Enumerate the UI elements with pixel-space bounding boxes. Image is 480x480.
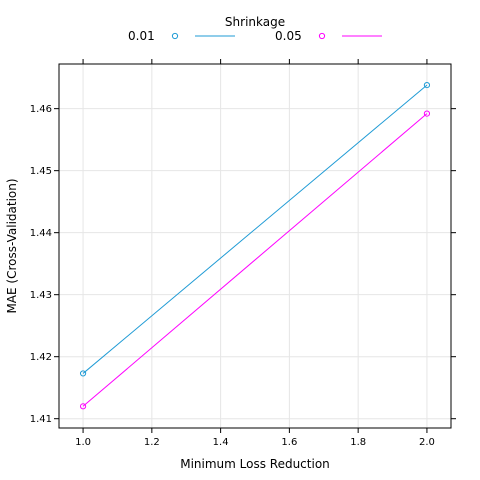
legend-label-0.01: 0.01: [128, 29, 155, 43]
x-axis: 1.0 1.2 1.4 1.6 1.8 2.0: [75, 59, 435, 448]
series-line-0.01: [82, 84, 428, 374]
x-tick-label: 1.2: [144, 437, 160, 448]
grid-lines: [59, 64, 451, 428]
plot-border: [58, 63, 452, 429]
y-tick-label: 1.42: [30, 352, 52, 363]
x-tick-label: 1.0: [75, 437, 91, 448]
y-tick-label: 1.41: [30, 414, 52, 425]
legend-label-0.05: 0.05: [275, 29, 302, 43]
x-tick-label: 2.0: [419, 437, 435, 448]
data-point-0.01: [79, 370, 87, 377]
x-tick-label: 1.4: [213, 437, 229, 448]
legend-marker-0.01: [171, 32, 179, 40]
legend-marker-0.05: [318, 32, 326, 40]
y-axis-title: MAE (Cross-Validation): [5, 178, 19, 313]
plot-panel: 1.0 1.2 1.4 1.6 1.8 2.0 1.411.421.431.441.451…: [30, 59, 456, 448]
data-point-0.05: [423, 110, 431, 117]
legend-title: Shrinkage: [225, 15, 285, 29]
y-tick-label: 1.45: [30, 166, 52, 177]
y-tick-label: 1.44: [30, 228, 52, 239]
x-tick-label: 1.8: [350, 437, 366, 448]
y-tick-label: 1.46: [30, 104, 52, 115]
x-tick-label: 1.6: [281, 437, 297, 448]
y-tick-label: 1.43: [30, 290, 52, 301]
y-axis: 1.41 1.42 1.43 1.44 1.45 1.46: [30, 104, 456, 425]
x-axis-title: Minimum Loss Reduction: [180, 457, 330, 471]
legend: Shrinkage 0.01 0.05: [128, 15, 382, 43]
series-line-0.05: [82, 113, 428, 407]
data-point-0.01: [423, 81, 431, 89]
series-group: [79, 81, 431, 410]
data-point-0.05: [79, 403, 87, 410]
legend-items: 0.01 0.05: [128, 29, 382, 43]
